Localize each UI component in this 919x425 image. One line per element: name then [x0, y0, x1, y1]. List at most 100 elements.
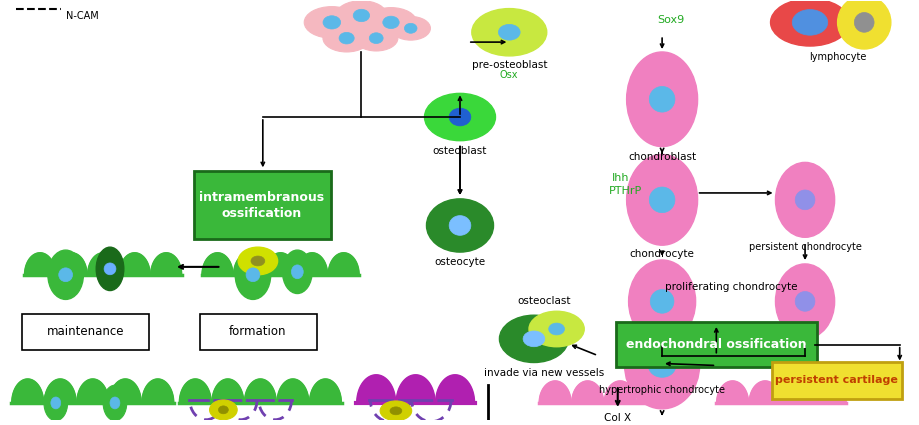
Text: Osx: Osx	[499, 70, 517, 80]
Text: proliferating chondrocyte: proliferating chondrocyte	[664, 281, 797, 292]
Text: Col X: Col X	[604, 413, 630, 423]
Polygon shape	[77, 379, 108, 403]
Ellipse shape	[775, 264, 834, 339]
Ellipse shape	[854, 12, 873, 32]
Polygon shape	[277, 379, 308, 403]
Text: Ihh: Ihh	[611, 173, 629, 183]
Ellipse shape	[210, 400, 237, 420]
Text: intramembranous
ossification: intramembranous ossification	[199, 191, 324, 220]
Ellipse shape	[448, 108, 471, 126]
Ellipse shape	[59, 268, 73, 282]
Polygon shape	[12, 379, 43, 403]
Polygon shape	[436, 375, 473, 403]
Text: osteoblast: osteoblast	[432, 146, 487, 156]
Text: osteocyte: osteocyte	[434, 257, 485, 267]
Ellipse shape	[282, 250, 312, 294]
Ellipse shape	[238, 247, 278, 275]
Polygon shape	[604, 381, 635, 403]
Text: N-CAM: N-CAM	[65, 11, 98, 20]
Ellipse shape	[448, 215, 471, 235]
Ellipse shape	[626, 155, 697, 245]
Polygon shape	[357, 375, 394, 403]
FancyBboxPatch shape	[199, 314, 317, 350]
Ellipse shape	[523, 331, 544, 347]
Polygon shape	[233, 253, 264, 275]
Ellipse shape	[369, 33, 382, 43]
Ellipse shape	[323, 24, 369, 52]
Polygon shape	[244, 379, 276, 403]
Ellipse shape	[251, 256, 265, 266]
Ellipse shape	[649, 187, 675, 212]
Ellipse shape	[245, 268, 259, 282]
Polygon shape	[212, 379, 244, 403]
Ellipse shape	[648, 354, 675, 377]
Polygon shape	[396, 375, 434, 403]
FancyBboxPatch shape	[194, 171, 331, 239]
Polygon shape	[25, 253, 55, 275]
Ellipse shape	[499, 315, 568, 363]
Ellipse shape	[548, 323, 564, 335]
Text: persistent cartilage: persistent cartilage	[775, 375, 897, 385]
Ellipse shape	[110, 397, 119, 409]
Text: invade via new vessels: invade via new vessels	[483, 368, 603, 378]
Text: PTHrP: PTHrP	[608, 186, 641, 196]
Ellipse shape	[628, 260, 695, 343]
Text: endochondral ossification: endochondral ossification	[625, 338, 806, 351]
Polygon shape	[202, 253, 233, 275]
FancyBboxPatch shape	[22, 314, 149, 350]
Ellipse shape	[382, 16, 399, 28]
Text: hypertrophic chondrocyte: hypertrophic chondrocyte	[598, 385, 724, 395]
Polygon shape	[328, 253, 358, 275]
Polygon shape	[88, 253, 119, 275]
Ellipse shape	[51, 397, 61, 409]
Polygon shape	[109, 379, 141, 403]
Ellipse shape	[354, 26, 397, 51]
Ellipse shape	[836, 0, 890, 49]
Polygon shape	[749, 381, 780, 403]
Polygon shape	[310, 379, 341, 403]
Text: chondrocyte: chondrocyte	[629, 249, 694, 259]
Polygon shape	[266, 253, 295, 275]
Text: pre-osteoblast: pre-osteoblast	[471, 60, 547, 70]
Ellipse shape	[44, 385, 67, 421]
Ellipse shape	[235, 250, 270, 300]
Ellipse shape	[624, 322, 698, 409]
Polygon shape	[716, 381, 747, 403]
Ellipse shape	[335, 1, 387, 30]
Text: Sox9: Sox9	[656, 15, 684, 26]
Text: formation: formation	[229, 326, 287, 338]
Text: osteoclast: osteoclast	[516, 296, 570, 306]
Ellipse shape	[404, 23, 416, 33]
Polygon shape	[44, 379, 75, 403]
Polygon shape	[56, 253, 86, 275]
Polygon shape	[297, 253, 327, 275]
Polygon shape	[539, 381, 570, 403]
Ellipse shape	[365, 8, 416, 37]
Polygon shape	[813, 381, 845, 403]
Ellipse shape	[650, 289, 674, 313]
Ellipse shape	[323, 16, 340, 29]
Ellipse shape	[775, 162, 834, 237]
Text: persistent chondrocyte: persistent chondrocyte	[748, 242, 860, 252]
Text: chondroblast: chondroblast	[628, 152, 696, 162]
Ellipse shape	[380, 401, 411, 421]
Ellipse shape	[96, 247, 124, 291]
FancyBboxPatch shape	[771, 362, 901, 399]
Ellipse shape	[626, 52, 697, 147]
Ellipse shape	[103, 385, 127, 421]
Ellipse shape	[649, 86, 675, 112]
Text: lymphocyte: lymphocyte	[808, 52, 866, 62]
Ellipse shape	[48, 250, 84, 300]
Ellipse shape	[794, 190, 814, 210]
Ellipse shape	[528, 311, 584, 347]
Polygon shape	[151, 253, 181, 275]
Ellipse shape	[291, 265, 303, 279]
Ellipse shape	[390, 407, 402, 415]
Ellipse shape	[391, 17, 430, 40]
Polygon shape	[119, 253, 150, 275]
Ellipse shape	[770, 0, 848, 46]
Ellipse shape	[218, 406, 228, 414]
Ellipse shape	[424, 94, 495, 141]
Ellipse shape	[339, 32, 354, 44]
Polygon shape	[142, 379, 174, 403]
